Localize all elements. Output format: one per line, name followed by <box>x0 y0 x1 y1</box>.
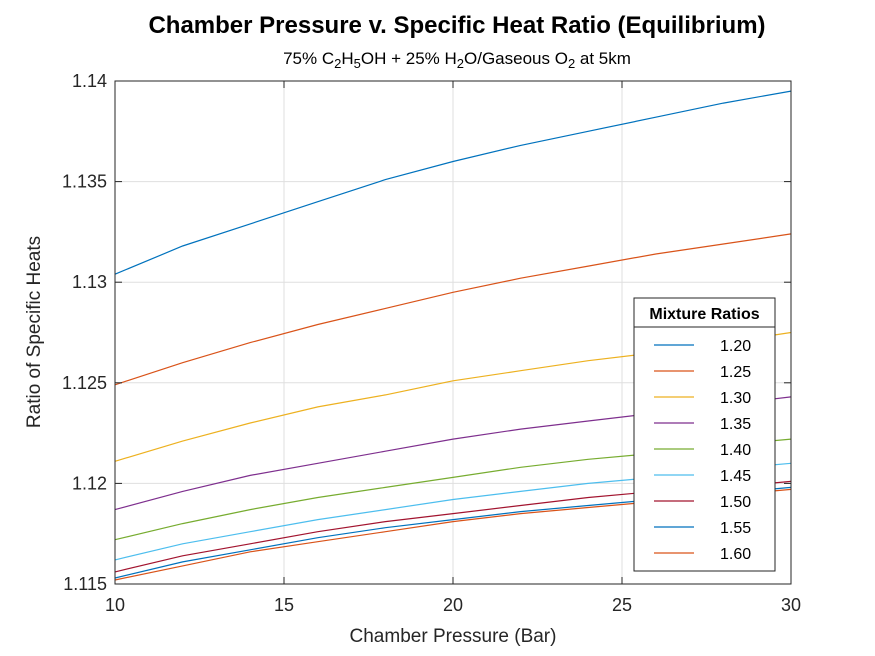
x-tick-label: 30 <box>781 595 801 615</box>
chart-title: Chamber Pressure v. Specific Heat Ratio … <box>148 12 765 39</box>
x-tick-label: 20 <box>443 595 463 615</box>
y-tick-label: 1.125 <box>62 373 107 393</box>
legend-label: 1.55 <box>720 520 751 537</box>
series-line-1.25 <box>114 233 792 386</box>
y-tick-label: 1.12 <box>72 473 107 493</box>
y-tick-label: 1.14 <box>72 71 107 91</box>
x-tick-label: 10 <box>105 595 125 615</box>
y-axis-label: Ratio of Specific Heats <box>24 236 45 428</box>
y-tick-label: 1.13 <box>72 272 107 292</box>
legend-label: 1.45 <box>720 468 751 485</box>
legend-label: 1.60 <box>720 546 751 563</box>
series-line-1.20 <box>114 90 792 275</box>
legend-label: 1.35 <box>720 416 751 433</box>
x-axis-label: Chamber Pressure (Bar) <box>350 626 557 647</box>
legend-label: 1.50 <box>720 494 751 511</box>
y-tick-label: 1.115 <box>63 574 107 594</box>
legend-title: Mixture Ratios <box>649 306 759 323</box>
legend-label: 1.20 <box>720 338 751 355</box>
legend-label: 1.25 <box>720 364 751 381</box>
x-tick-label: 15 <box>274 595 294 615</box>
chart-subtitle: 75% C2H5OH + 25% H2O/Gaseous O2 at 5km <box>283 49 631 71</box>
y-tick-label: 1.135 <box>62 172 107 192</box>
legend-label: 1.30 <box>720 390 751 407</box>
x-tick-label: 25 <box>612 595 632 615</box>
legend: Mixture Ratios 1.20 1.25 1.30 1.35 1.40 1.45 1.… <box>633 297 776 572</box>
legend-box <box>633 297 776 572</box>
legend-label: 1.40 <box>720 442 751 459</box>
